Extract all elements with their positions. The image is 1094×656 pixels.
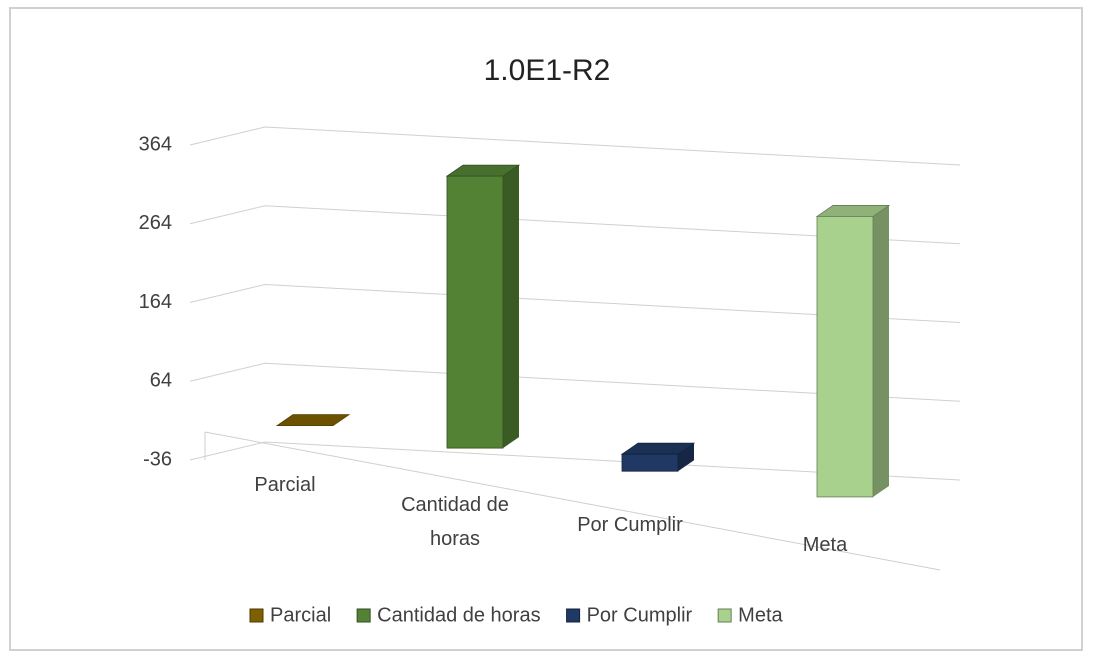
legend-label: Cantidad de horas bbox=[377, 604, 540, 626]
bar-top bbox=[275, 414, 351, 427]
x-tick-label: Por Cumplir bbox=[577, 514, 683, 536]
chart-title: 1.0E1-R2 bbox=[484, 54, 611, 87]
grid-line bbox=[189, 126, 961, 166]
bar-front bbox=[621, 453, 679, 472]
grid-line bbox=[189, 362, 961, 402]
bar bbox=[620, 442, 696, 472]
bar-front bbox=[446, 175, 504, 449]
bar-side bbox=[503, 165, 519, 449]
bar-front bbox=[816, 216, 874, 498]
y-tick-label: -36 bbox=[143, 448, 172, 470]
bar bbox=[275, 414, 351, 427]
legend-swatch bbox=[249, 608, 264, 623]
y-tick-label: 64 bbox=[150, 370, 172, 392]
y-tick-label: 264 bbox=[139, 212, 172, 234]
legend-swatch bbox=[566, 608, 581, 623]
y-tick-label: 364 bbox=[139, 133, 172, 155]
legend-label: Meta bbox=[738, 604, 783, 626]
legend-swatch bbox=[356, 608, 371, 623]
x-tick-label: Meta bbox=[802, 534, 848, 556]
bar bbox=[815, 205, 891, 498]
grid-line bbox=[189, 205, 961, 245]
legend-label: Parcial bbox=[270, 604, 331, 626]
x-tick-label: Parcial bbox=[254, 474, 316, 496]
chart-frame bbox=[9, 7, 1083, 651]
bar-side bbox=[873, 205, 889, 497]
legend-swatch bbox=[717, 608, 732, 623]
legend-label: Por Cumplir bbox=[587, 604, 693, 626]
bar-side bbox=[678, 443, 694, 472]
bar bbox=[445, 164, 521, 449]
grid-line bbox=[189, 283, 961, 323]
floor-edge bbox=[204, 431, 941, 571]
x-tick-label: Cantidad de horas bbox=[401, 494, 509, 550]
grid-line bbox=[189, 441, 961, 481]
y-tick-label: 164 bbox=[139, 291, 172, 313]
